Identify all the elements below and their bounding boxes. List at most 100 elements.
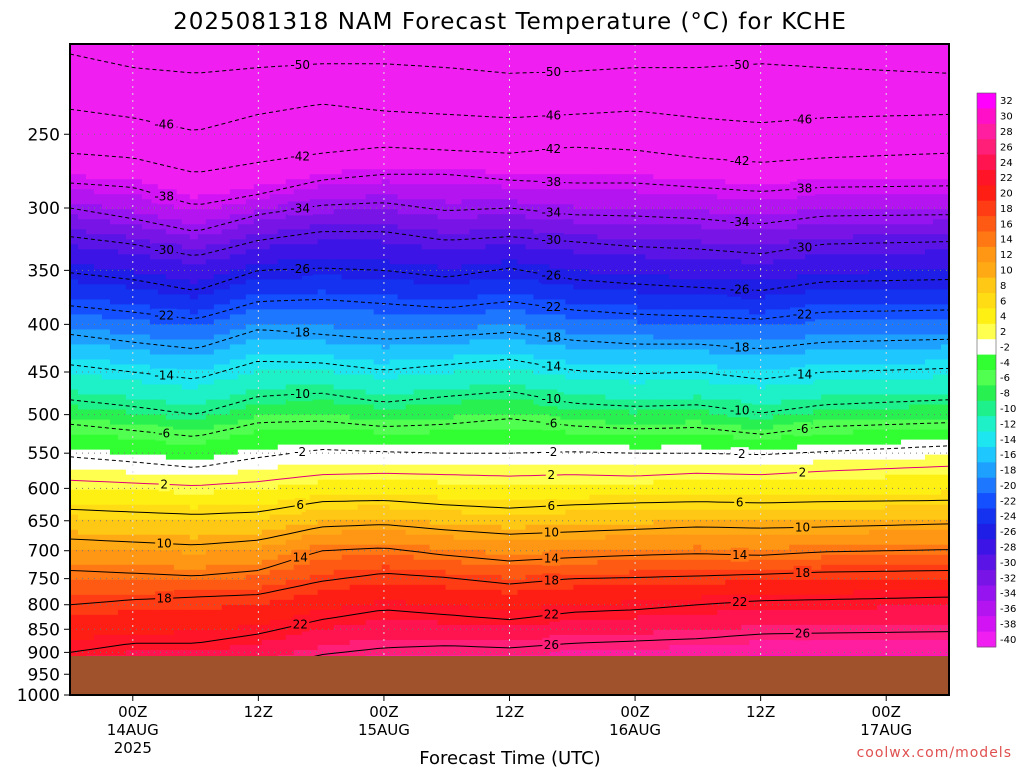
fill-cell xyxy=(101,564,111,571)
fill-cell xyxy=(109,119,119,125)
fill-cell xyxy=(93,309,103,316)
fill-cell xyxy=(77,624,87,631)
fill-cell xyxy=(197,394,207,401)
fill-cell xyxy=(133,409,143,416)
fill-cell xyxy=(349,489,359,496)
fill-cell xyxy=(357,504,367,511)
fill-cell xyxy=(125,424,135,431)
fill-cell xyxy=(70,379,79,386)
fill-cell xyxy=(341,394,351,401)
fill-cell xyxy=(333,604,343,611)
fill-cell xyxy=(173,459,183,466)
fill-cell xyxy=(269,494,279,501)
fill-cell xyxy=(117,89,127,95)
fill-cell xyxy=(269,309,279,316)
fill-cell xyxy=(117,129,127,135)
fill-cell xyxy=(261,59,271,65)
fill-cell xyxy=(341,349,351,356)
fill-cell xyxy=(357,634,367,641)
fill-cell xyxy=(70,354,79,361)
fill-cell xyxy=(325,364,335,371)
fill-cell xyxy=(325,649,335,656)
fill-cell xyxy=(117,319,127,326)
fill-cell xyxy=(77,84,87,90)
fill-cell xyxy=(309,69,319,75)
fill-cell xyxy=(101,139,111,145)
fill-cell xyxy=(253,184,263,190)
fill-cell xyxy=(325,544,335,551)
fill-cell xyxy=(85,124,95,130)
fill-cell xyxy=(325,509,335,516)
fill-cell xyxy=(357,454,367,461)
fill-cell xyxy=(93,619,103,626)
fill-cell xyxy=(149,354,159,361)
fill-cell xyxy=(205,169,215,175)
fill-cell xyxy=(341,594,351,601)
fill-cell xyxy=(165,524,175,531)
fill-cell xyxy=(341,154,351,160)
fill-cell xyxy=(213,169,223,175)
fill-cell xyxy=(125,344,135,351)
fill-cell xyxy=(373,249,383,255)
fill-cell xyxy=(157,469,167,476)
fill-cell xyxy=(229,149,239,155)
fill-cell xyxy=(309,479,319,486)
fill-cell xyxy=(181,644,191,651)
fill-cell xyxy=(117,209,127,215)
fill-cell xyxy=(157,404,167,411)
fill-cell xyxy=(133,464,143,471)
fill-cell xyxy=(349,284,359,290)
fill-cell xyxy=(133,174,143,180)
fill-cell xyxy=(221,124,231,130)
fill-cell xyxy=(325,114,335,120)
fill-cell xyxy=(261,84,271,90)
fill-cell xyxy=(277,424,287,431)
fill-cell xyxy=(357,184,367,190)
fill-cell xyxy=(253,549,263,556)
fill-cell xyxy=(85,319,95,326)
fill-cell xyxy=(309,74,319,80)
fill-cell xyxy=(293,84,303,90)
fill-cell xyxy=(357,94,367,100)
fill-cell xyxy=(149,54,159,60)
fill-cell xyxy=(269,314,279,321)
fill-cell xyxy=(317,194,327,200)
fill-cell xyxy=(141,519,151,526)
fill-cell xyxy=(301,229,311,235)
fill-cell xyxy=(333,609,343,616)
fill-cell xyxy=(357,239,367,245)
fill-cell xyxy=(93,239,103,245)
fill-cell xyxy=(373,164,383,170)
fill-cell xyxy=(349,409,359,416)
fill-cell xyxy=(221,279,231,285)
fill-cell xyxy=(70,124,79,130)
fill-cell xyxy=(373,199,383,205)
fill-cell xyxy=(117,394,127,401)
fill-cell xyxy=(125,644,135,651)
fill-cell xyxy=(293,139,303,145)
fill-cell xyxy=(109,344,119,351)
fill-cell xyxy=(229,329,239,336)
fill-cell xyxy=(325,179,335,185)
fill-cell xyxy=(277,479,287,486)
fill-cell xyxy=(213,79,223,85)
fill-cell xyxy=(77,494,87,501)
fill-cell xyxy=(269,209,279,215)
fill-cell xyxy=(269,344,279,351)
fill-cell xyxy=(285,619,295,626)
fill-cell xyxy=(285,234,295,240)
fill-cell xyxy=(277,224,287,230)
fill-cell xyxy=(205,544,215,551)
fill-cell xyxy=(157,569,167,576)
fill-cell xyxy=(365,509,375,516)
fill-cell xyxy=(285,229,295,235)
fill-cell xyxy=(333,479,343,486)
fill-cell xyxy=(149,624,159,631)
fill-cell xyxy=(133,79,143,85)
fill-cell xyxy=(341,609,351,616)
fill-cell xyxy=(349,579,359,586)
fill-cell xyxy=(373,279,383,285)
fill-cell xyxy=(197,74,207,80)
fill-cell xyxy=(357,569,367,576)
fill-cell xyxy=(253,304,263,311)
